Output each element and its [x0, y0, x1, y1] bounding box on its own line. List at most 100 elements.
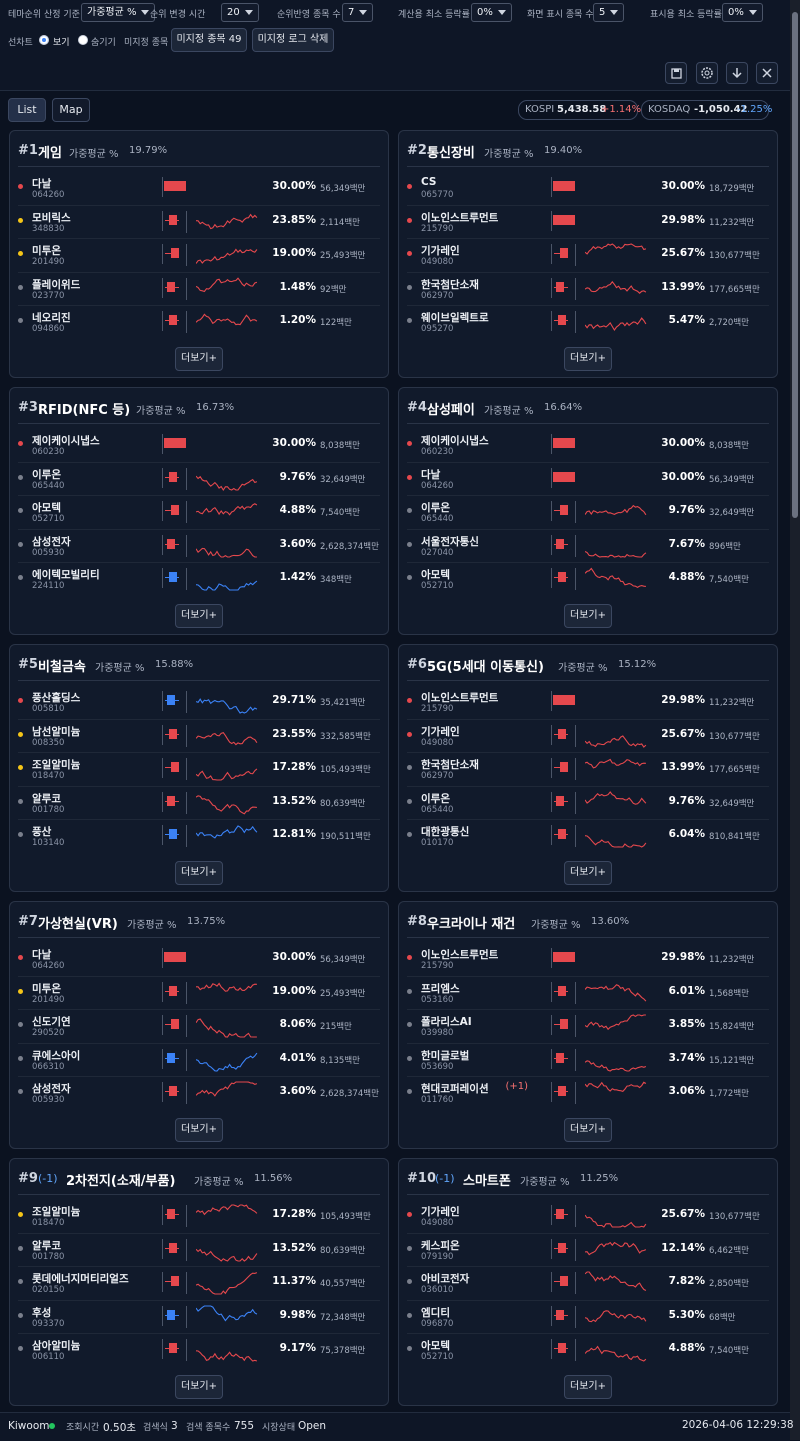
theme-metric: 가중평균 %: [95, 663, 145, 674]
footer-query-time-label: 조회시간: [66, 1423, 100, 1433]
tab[interactable]: List: [8, 98, 46, 122]
more-button[interactable]: 더보기+: [564, 861, 612, 885]
theme-value: 15.12%: [618, 659, 657, 670]
more-button[interactable]: 더보기+: [175, 1375, 223, 1399]
divider: [18, 937, 380, 938]
theme-metric: 가중평균 %: [558, 663, 608, 674]
row-divider: [18, 785, 380, 787]
close-button[interactable]: [756, 62, 778, 84]
stock-pct: 1.48%: [279, 280, 316, 293]
status-dot: [407, 184, 412, 189]
stock-pct: 7.82%: [668, 1275, 705, 1287]
radio[interactable]: [78, 35, 88, 45]
stock-amount: 130,677백만: [709, 1212, 760, 1222]
filter-select[interactable]: 0%: [722, 3, 763, 22]
stock-pct: 6.04%: [668, 828, 705, 840]
stock-name: 이루온: [421, 502, 450, 514]
theme-name: 5G(5세대 이동통신): [427, 660, 544, 675]
stock-amount: 130,677백만: [709, 731, 760, 742]
stock-pct: 8.06%: [279, 1018, 316, 1030]
stock-pct: 17.28%: [272, 761, 316, 773]
status-dot: [18, 731, 23, 737]
radio-hide: 숨기기: [91, 38, 116, 48]
status-dot: [18, 988, 23, 994]
row-divider: [18, 1333, 380, 1334]
chart-axis: [186, 1205, 187, 1227]
status-dot: [407, 1346, 412, 1351]
stock-code: 215790: [421, 223, 454, 234]
filter-select[interactable]: 7: [342, 3, 374, 22]
more-button[interactable]: 더보기+: [564, 604, 612, 628]
stock-code: 095270: [421, 324, 454, 334]
stock-pct: 9.17%: [279, 1342, 316, 1354]
footer-query-time: 0.50초: [103, 1422, 137, 1434]
candle-body: [553, 952, 575, 962]
stock-name: 남선알미늄: [32, 725, 81, 738]
candle-axis: [551, 691, 552, 711]
filter-select[interactable]: 5: [593, 3, 625, 22]
divider: [407, 937, 769, 938]
settings-button[interactable]: [696, 62, 718, 84]
radio[interactable]: [39, 35, 49, 45]
stock-pct: 30.00%: [661, 437, 705, 449]
stock-name: 이루온: [421, 792, 450, 805]
stock-amount: 177,665백만: [709, 284, 760, 295]
chart-axis: [575, 1082, 576, 1104]
sparkline: [196, 982, 257, 992]
chart-axis: [186, 534, 187, 557]
status-dot: [407, 798, 412, 804]
candle-body: [553, 695, 575, 705]
row-divider: [407, 1299, 769, 1301]
candle-axis: [551, 1238, 552, 1259]
status-dot: [18, 1245, 23, 1251]
candle-body: [556, 795, 564, 806]
stock-name: 기가레인: [421, 245, 460, 257]
stock-amount: 122백만: [320, 318, 352, 328]
stock-name: 한미글로벌: [421, 1049, 470, 1062]
stock-code: 023770: [32, 290, 65, 301]
candle-axis: [551, 1015, 552, 1035]
chart-axis: [575, 791, 576, 814]
more-button[interactable]: 더보기+: [564, 1375, 612, 1399]
filter-select[interactable]: 0%: [471, 3, 512, 22]
stock-pct: 12.14%: [661, 1241, 705, 1254]
stock-code: 039980: [421, 1028, 454, 1038]
stock-name: 삼성전자: [32, 535, 71, 548]
status-dot: [407, 575, 412, 580]
stock-pct: 12.81%: [272, 828, 316, 840]
candle-body: [169, 471, 177, 482]
more-button[interactable]: 더보기+: [175, 604, 223, 628]
more-button[interactable]: 더보기+: [564, 347, 612, 371]
theme-rank: #9: [18, 1171, 38, 1186]
footer-market-label: 시장상태: [262, 1423, 296, 1433]
stock-code: 201490: [32, 257, 65, 267]
stock-name: 큐에스아이: [32, 1049, 81, 1062]
filter-select[interactable]: 20: [221, 3, 259, 22]
unassigned-button[interactable]: 미지정 종목 49: [171, 28, 247, 52]
stock-name: 대한광통신: [421, 826, 470, 838]
status-dot: [18, 217, 23, 223]
more-button[interactable]: 더보기+: [175, 861, 223, 885]
tab[interactable]: Map: [52, 98, 90, 122]
stock-pct: 19.00%: [272, 984, 316, 997]
status-bar: [0, 1412, 790, 1441]
scrollbar[interactable]: [790, 0, 800, 1440]
divider: [407, 1194, 769, 1195]
row-divider: [407, 1333, 769, 1334]
filter-select[interactable]: 가중평균 %: [81, 3, 156, 22]
stock-name: 다날: [421, 468, 441, 481]
sparkline: [585, 835, 647, 848]
stock-amount: 2,114백만: [320, 217, 360, 228]
status-dot: [18, 955, 23, 960]
more-button[interactable]: 더보기+: [564, 1118, 612, 1142]
more-button[interactable]: 더보기+: [175, 347, 223, 371]
save-button[interactable]: [665, 62, 687, 84]
candle-axis: [162, 758, 163, 778]
sparkline: [196, 768, 258, 781]
delete-log-button[interactable]: 미지정 로그 삭제: [252, 28, 334, 52]
more-button[interactable]: 더보기+: [175, 1118, 223, 1142]
stock-name: 이노인스트루먼트: [421, 692, 499, 704]
status-dot: [407, 1089, 412, 1094]
stock-pct: 25.67%: [661, 1208, 705, 1220]
download-button[interactable]: [726, 62, 748, 84]
